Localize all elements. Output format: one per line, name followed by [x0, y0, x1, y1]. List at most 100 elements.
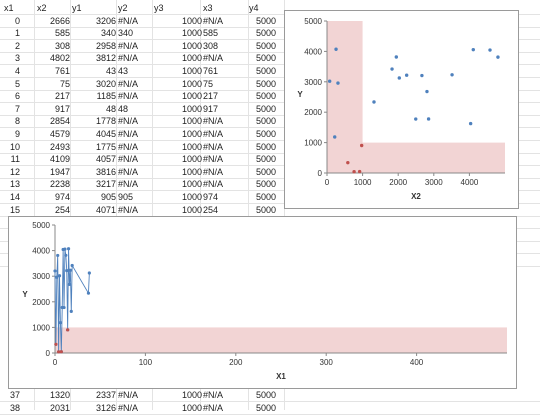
cell[interactable]: #N/A	[118, 53, 139, 64]
scatter-chart[interactable]: 0 1000 2000 3000 4000 5000 0 1000 2000 3000 4000 X2…	[284, 10, 519, 209]
cell[interactable]: 5000	[255, 390, 276, 400]
cell[interactable]: #N/A	[203, 141, 224, 152]
cell[interactable]: 0	[14, 15, 20, 26]
cell[interactable]: 5000	[255, 53, 276, 64]
cell[interactable]: 48	[118, 103, 129, 114]
cell[interactable]: 5000	[255, 204, 276, 215]
cell[interactable]: 1000	[181, 78, 202, 89]
cell[interactable]: 1000	[181, 192, 202, 202]
cell[interactable]: 1000	[181, 116, 202, 127]
cell[interactable]: #N/A	[203, 179, 224, 190]
column-header[interactable]: y4	[249, 3, 259, 13]
cell[interactable]: 14	[9, 192, 20, 202]
cell[interactable]: 5000	[255, 15, 276, 26]
cell[interactable]: 15	[9, 204, 20, 215]
cell[interactable]: 1	[14, 28, 20, 39]
cell[interactable]: #N/A	[203, 116, 224, 127]
cell[interactable]: #N/A	[118, 179, 139, 190]
line-chart[interactable]: 0 1000 2000 3000 4000 5000 0 100 200 300 400 X1 Y	[8, 216, 517, 389]
cell[interactable]: 5000	[255, 154, 276, 165]
cell[interactable]: 7	[14, 103, 20, 114]
cell[interactable]: 3	[14, 53, 20, 64]
cell[interactable]: 1000	[181, 390, 202, 400]
cell[interactable]: 5000	[255, 116, 276, 127]
cell[interactable]: #N/A	[203, 402, 224, 413]
cell[interactable]: 761	[54, 66, 70, 76]
column-header[interactable]: x3	[203, 3, 213, 13]
cell[interactable]: 3020	[95, 78, 116, 89]
cell[interactable]: 10	[9, 141, 20, 152]
cell[interactable]: #N/A	[118, 390, 139, 400]
cell[interactable]: #N/A	[203, 53, 224, 64]
cell[interactable]: 13	[9, 179, 20, 190]
column-header[interactable]: x1	[4, 3, 14, 13]
cell[interactable]: 974	[54, 192, 70, 202]
cell[interactable]: 1000	[181, 40, 202, 51]
cell[interactable]: 3217	[95, 179, 116, 190]
cell[interactable]: 1778	[95, 116, 116, 127]
cell[interactable]: #N/A	[203, 154, 224, 165]
cell[interactable]: #N/A	[118, 40, 139, 51]
cell[interactable]: 1000	[181, 166, 202, 177]
cell[interactable]: 75	[203, 78, 214, 89]
cell[interactable]: 12	[9, 166, 20, 177]
cell[interactable]: #N/A	[118, 78, 139, 89]
cell[interactable]: #N/A	[203, 15, 224, 26]
cell[interactable]: 4071	[95, 204, 116, 215]
cell[interactable]: 974	[203, 192, 219, 202]
cell[interactable]: 2493	[49, 141, 70, 152]
cell[interactable]: 1000	[181, 103, 202, 114]
cell[interactable]: 75	[59, 78, 70, 89]
cell[interactable]: 1000	[181, 179, 202, 190]
cell[interactable]: 1185	[96, 91, 116, 102]
cell[interactable]: 2958	[95, 40, 116, 51]
cell[interactable]: 4109	[49, 154, 70, 165]
cell[interactable]: 48	[105, 103, 116, 114]
cell[interactable]: 761	[203, 66, 219, 76]
cell[interactable]: 308	[203, 40, 219, 51]
cell[interactable]: 43	[105, 66, 116, 76]
cell[interactable]: #N/A	[118, 116, 139, 127]
cell[interactable]: 4579	[49, 129, 70, 139]
cell[interactable]: 3206	[95, 15, 116, 26]
cell[interactable]: 4057	[95, 154, 116, 165]
column-header[interactable]: x2	[37, 3, 47, 13]
cell[interactable]: 5000	[255, 141, 276, 152]
cell[interactable]: 1320	[49, 390, 70, 400]
cell[interactable]: 917	[203, 103, 219, 114]
cell[interactable]: 1000	[181, 53, 202, 64]
cell[interactable]: 9	[14, 129, 20, 139]
cell[interactable]: 2238	[49, 179, 70, 190]
cell[interactable]: #N/A	[118, 402, 139, 413]
cell[interactable]: #N/A	[203, 166, 224, 177]
cell[interactable]: 5000	[255, 179, 276, 190]
cell[interactable]: 340	[118, 28, 134, 39]
cell[interactable]: 8	[14, 116, 20, 127]
cell[interactable]: 1000	[181, 141, 202, 152]
cell[interactable]: 5000	[255, 166, 276, 177]
column-header[interactable]: y2	[118, 3, 128, 13]
cell[interactable]: 905	[118, 192, 134, 202]
cell[interactable]: 5000	[255, 129, 276, 139]
cell[interactable]: 5000	[255, 28, 276, 39]
cell[interactable]: 1000	[181, 402, 202, 413]
cell[interactable]: 905	[100, 192, 116, 202]
cell[interactable]: 3812	[95, 53, 116, 64]
cell[interactable]: 1947	[49, 166, 70, 177]
cell[interactable]: #N/A	[118, 15, 139, 26]
cell[interactable]: 4	[14, 66, 20, 76]
cell[interactable]: #N/A	[118, 129, 139, 139]
cell[interactable]: 6	[14, 91, 20, 102]
cell[interactable]: 11	[10, 154, 20, 165]
cell[interactable]: 217	[203, 91, 219, 102]
cell[interactable]: #N/A	[118, 141, 139, 152]
cell[interactable]: 2031	[49, 402, 70, 413]
cell[interactable]: 5000	[255, 91, 276, 102]
cell[interactable]: 5000	[255, 78, 276, 89]
cell[interactable]: #N/A	[203, 390, 224, 400]
cell[interactable]: 5000	[255, 402, 276, 413]
cell[interactable]: 585	[54, 28, 70, 39]
cell[interactable]: 585	[203, 28, 219, 39]
cell[interactable]: 2	[14, 40, 20, 51]
cell[interactable]: 254	[203, 204, 219, 215]
